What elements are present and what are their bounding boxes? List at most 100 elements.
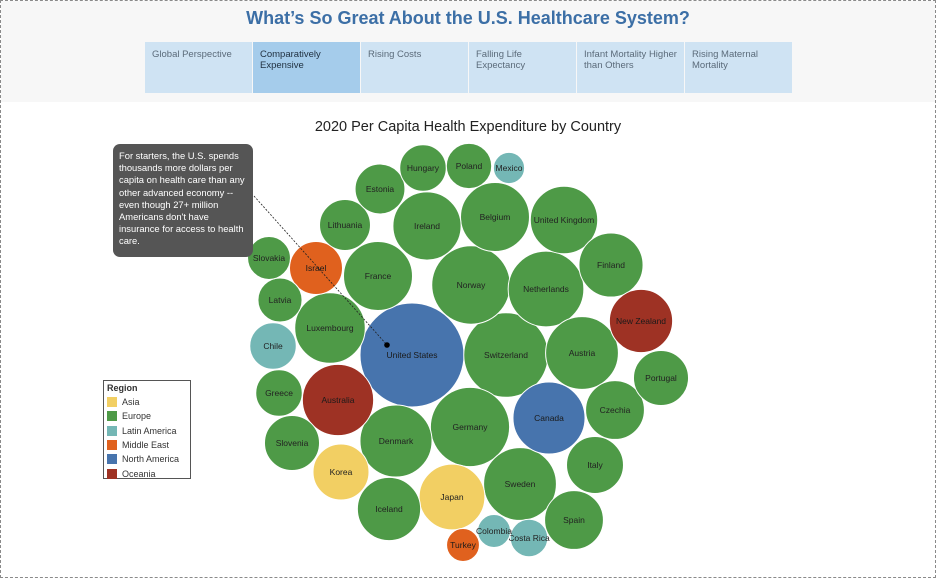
tab-comparatively-expensive[interactable]: Comparatively Expensive [253,42,360,93]
bubble-label-hungary: Hungary [407,163,440,173]
bubble-label-japan: Japan [440,492,463,502]
bubble-latvia[interactable] [257,277,303,323]
legend-item-middle-east[interactable]: Middle East [107,438,187,452]
tab-falling-life-expectancy[interactable]: Falling Life Expectancy [469,42,576,93]
bubble-italy[interactable] [566,436,624,494]
bubble-costa-rica[interactable] [509,518,549,558]
bubble-germany[interactable] [429,386,511,468]
bubble-lithuania[interactable] [319,199,371,251]
bubble-label-ireland: Ireland [414,221,440,231]
legend-label: Europe [122,411,152,422]
bubble-label-czechia: Czechia [600,405,631,415]
bubble-label-mexico: Mexico [496,163,523,173]
bubble-label-canada: Canada [534,413,564,423]
annotation-leader-line [253,195,388,346]
bubble-japan[interactable] [418,463,486,531]
bubble-label-norway: Norway [457,280,487,290]
legend-title: Region [107,383,138,393]
bubble-canada[interactable] [512,381,586,455]
bubble-austria[interactable] [545,316,619,390]
chart-title: 2020 Per Capita Health Expenditure by Co… [314,119,622,135]
bubble-slovenia[interactable] [263,414,321,472]
legend-item-latin-america[interactable]: Latin America [107,424,187,438]
bubble-label-luxembourg: Luxembourg [306,323,354,333]
bubble-label-latvia: Latvia [269,295,292,305]
bubble-israel[interactable] [288,240,344,296]
bubble-label-spain: Spain [563,515,585,525]
legend-item-north-america[interactable]: North America [107,452,187,466]
bubble-label-costa-rica: Costa Rica [508,533,550,543]
bubble-belgium[interactable] [460,182,530,252]
bubble-label-iceland: Iceland [375,504,403,514]
bubble-luxembourg[interactable] [294,292,366,364]
bubble-korea[interactable] [312,443,370,501]
legend-label: Latin America [122,425,177,436]
bubble-label-korea: Korea [330,467,353,477]
bubble-portugal[interactable] [632,349,690,407]
legend: Region Asia Europe Latin America Middle … [103,380,191,479]
bubble-united-kingdom[interactable] [529,185,599,255]
tab-global-perspective[interactable]: Global Perspective [145,42,252,93]
legend-swatch [107,425,117,436]
bubble-label-finland: Finland [597,260,625,270]
bubble-finland[interactable] [578,232,644,298]
legend-item-europe[interactable]: Europe [107,409,187,423]
bubble-label-switzerland: Switzerland [484,350,528,360]
bubble-label-united-states: United States [386,350,437,360]
bubble-label-slovakia: Slovakia [253,253,285,263]
tab-rising-maternal-mortality[interactable]: Rising Maternal Mortality [685,42,792,93]
bubble-label-greece: Greece [265,388,293,398]
legend-swatch [107,397,117,408]
tab-infant-mortality[interactable]: Infant Mortality Higher than Others [577,42,684,93]
bubble-poland[interactable] [445,142,493,190]
bubble-label-sweden: Sweden [505,479,536,489]
bubble-iceland[interactable] [356,476,422,542]
bubble-label-austria: Austria [569,348,596,358]
bubble-label-italy: Italy [587,460,603,470]
legend-item-oceania[interactable]: Oceania [107,466,187,480]
bubble-colombia[interactable] [477,514,511,548]
bubble-mexico[interactable] [492,151,526,185]
bubble-label-new-zealand: New Zealand [616,316,666,326]
bubble-australia[interactable] [301,363,375,437]
bubble-netherlands[interactable] [507,250,585,328]
bubble-label-estonia: Estonia [366,184,395,194]
bubble-label-united-kingdom: United Kingdom [534,215,594,225]
legend-swatch [107,468,117,479]
bubble-label-chile: Chile [263,341,283,351]
bubble-label-belgium: Belgium [480,212,511,222]
bubble-new-zealand[interactable] [608,288,674,354]
bubble-denmark[interactable] [359,404,433,478]
bubble-spain[interactable] [544,490,604,550]
legend-label: Asia [122,397,140,408]
annotation-callout: For starters, the U.S. spends thousands … [113,144,253,257]
legend-item-asia[interactable]: Asia [107,395,187,409]
legend-label: Middle East [122,440,170,451]
bubble-chile[interactable] [249,322,297,370]
legend-label: Oceania [122,468,156,479]
tab-rising-costs[interactable]: Rising Costs [361,42,468,93]
bubble-label-poland: Poland [456,161,483,171]
legend-swatch [107,411,117,422]
bubble-estonia[interactable] [354,163,406,215]
bubble-turkey[interactable] [446,528,480,562]
bubble-label-turkey: Turkey [450,540,476,550]
legend-swatch [107,454,117,465]
bubble-ireland[interactable] [392,191,462,261]
bubble-greece[interactable] [255,369,303,417]
bubble-label-slovenia: Slovenia [276,438,309,448]
bubble-france[interactable] [343,241,413,311]
legend-label: North America [122,454,180,465]
bubble-slovakia[interactable] [247,236,291,280]
bubble-czechia[interactable] [585,380,645,440]
bubble-label-portugal: Portugal [645,373,677,383]
page-title: What’s So Great About the U.S. Healthcar… [246,8,690,28]
story-tabs: Global Perspective Comparatively Expensi… [145,42,792,93]
bubble-label-israel: Israel [306,263,327,273]
bubble-sweden[interactable] [483,447,557,521]
bubble-label-colombia: Colombia [476,526,512,536]
annotation-anchor-dot [384,342,390,348]
bubble-label-lithuania: Lithuania [328,220,363,230]
bubble-label-australia: Australia [321,395,354,405]
bubble-label-netherlands: Netherlands [523,284,569,294]
